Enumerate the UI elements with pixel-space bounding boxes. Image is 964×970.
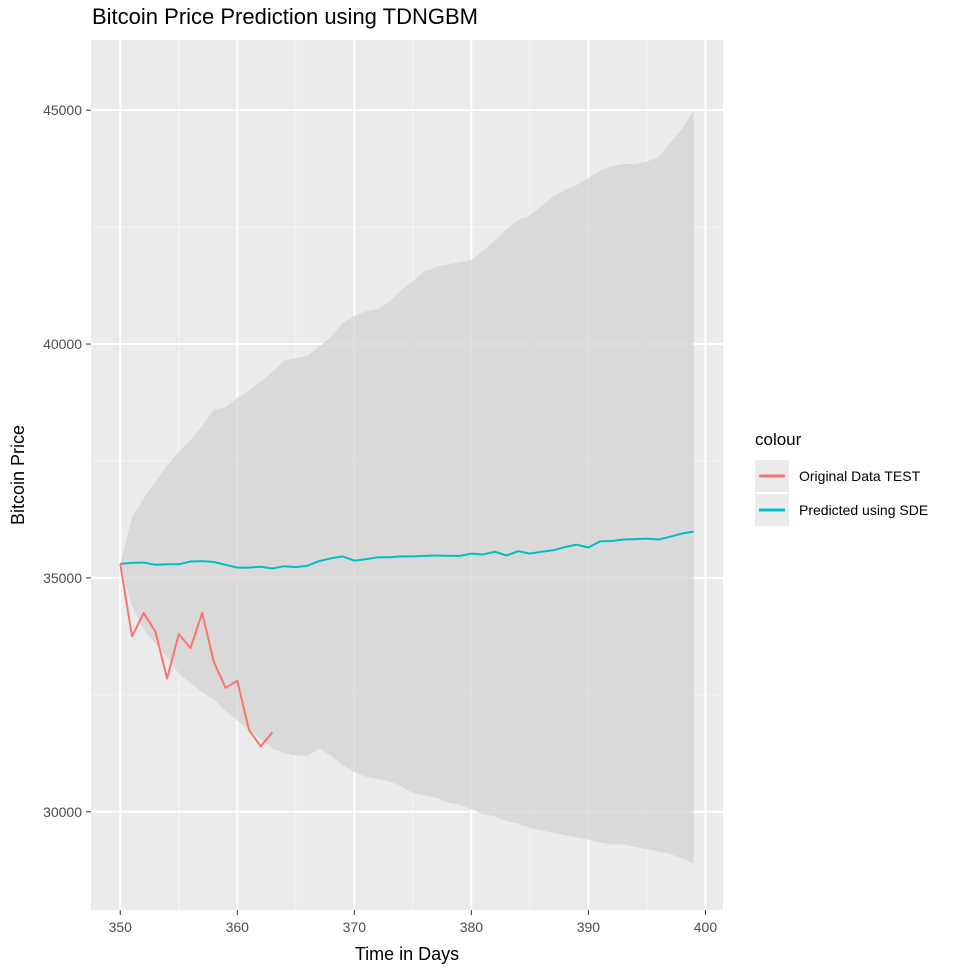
y-axis-ticks: 30000 35000 40000 45000 xyxy=(43,102,91,820)
x-tick-label: 360 xyxy=(226,919,250,935)
legend-label: Original Data TEST xyxy=(799,468,921,484)
y-tick-label: 35000 xyxy=(43,570,82,586)
x-tick-label: 400 xyxy=(694,919,718,935)
x-tick-label: 350 xyxy=(109,919,133,935)
legend-label: Predicted using SDE xyxy=(799,502,928,518)
original-data-test-line xyxy=(119,563,274,748)
prediction-interval-ribbon xyxy=(120,110,694,864)
x-axis-title: Time in Days xyxy=(355,944,459,964)
x-tick-label: 380 xyxy=(460,919,484,935)
y-axis-title: Bitcoin Price xyxy=(8,425,28,525)
series-layer xyxy=(119,530,694,748)
x-tick-label: 370 xyxy=(343,919,367,935)
y-tick-label: 30000 xyxy=(43,804,82,820)
predicted-sde-line xyxy=(120,530,694,570)
x-tick-label: 390 xyxy=(577,919,601,935)
legend-title: colour xyxy=(755,430,802,449)
y-tick-label: 40000 xyxy=(43,336,82,352)
chart-title: Bitcoin Price Prediction using TDNGBM xyxy=(92,4,478,29)
prediction-interval-layer xyxy=(120,110,694,864)
legend: colour Original Data TEST Predicted using… xyxy=(755,430,928,526)
x-axis-ticks: 350 360 370 380 390 400 xyxy=(109,910,718,935)
y-tick-label: 45000 xyxy=(43,102,82,118)
